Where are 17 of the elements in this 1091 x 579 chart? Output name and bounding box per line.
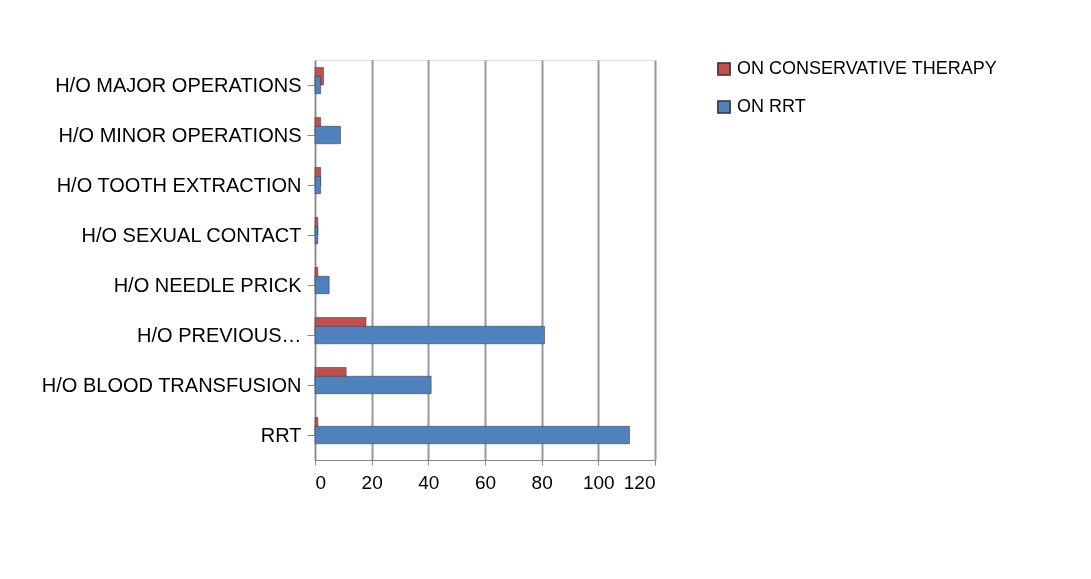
x-tick-label: 0: [315, 471, 327, 493]
y-tick-label: H/O PREVIOUS…: [137, 323, 302, 346]
x-tick-label: 100: [582, 471, 615, 493]
x-tick-label: 80: [531, 471, 553, 493]
y-tick-label: H/O MINOR OPERATIONS: [58, 123, 302, 146]
legend-label: ON CONSERVATIVE THERAPY: [737, 58, 997, 78]
legend-label: ON RRT: [737, 96, 806, 116]
x-tick-label: 60: [474, 471, 497, 493]
y-tick-label: H/O MAJOR OPERATIONS: [55, 73, 302, 96]
y-tick-label: RRT: [260, 423, 302, 446]
y-tick-label: H/O SEXUAL CONTACT: [81, 223, 302, 246]
x-tick-label: 40: [418, 471, 440, 493]
y-tick-label: H/O NEEDLE PRICK: [113, 273, 303, 296]
x-tick-label: 120: [623, 471, 656, 493]
y-tick-label: H/O BLOOD TRANSFUSION: [41, 373, 302, 396]
x-tick-label: 20: [361, 471, 383, 493]
y-tick-label: H/O TOOTH EXTRACTION: [56, 173, 302, 196]
